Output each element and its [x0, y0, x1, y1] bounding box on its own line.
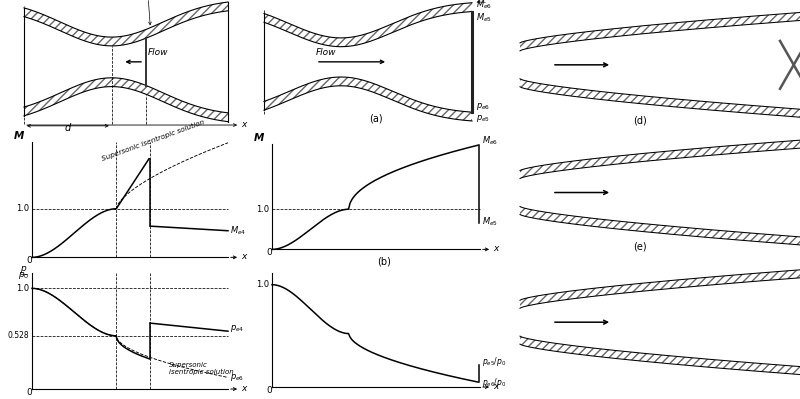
Text: $p_0$: $p_0$	[18, 270, 30, 281]
Text: 1.0: 1.0	[16, 284, 29, 293]
Text: 1.0: 1.0	[256, 205, 269, 214]
Text: 1.0: 1.0	[16, 204, 29, 213]
Text: $M_{e5}$: $M_{e5}$	[476, 11, 492, 24]
Text: $p_{e6}$: $p_{e6}$	[230, 371, 245, 383]
Text: $p_{e6}$: $p_{e6}$	[476, 101, 490, 112]
Text: $M_{e6}$: $M_{e6}$	[476, 0, 492, 11]
Text: M: M	[254, 133, 264, 143]
Text: $M_{e5}$: $M_{e5}$	[482, 216, 498, 229]
Text: 0: 0	[266, 385, 272, 395]
Text: $M_{e4}$: $M_{e4}$	[230, 225, 246, 237]
Text: Flow: Flow	[316, 47, 337, 57]
Text: 0.528: 0.528	[7, 331, 29, 340]
Text: Supersonic isentropic solution: Supersonic isentropic solution	[102, 119, 206, 162]
Text: $p_{e4}$: $p_{e4}$	[230, 323, 245, 334]
Text: (d): (d)	[633, 116, 647, 126]
Text: x: x	[242, 120, 247, 129]
Text: Supersonic
isentropic solution: Supersonic isentropic solution	[169, 362, 234, 375]
Text: Normal shock: Normal shock	[461, 0, 515, 2]
Text: x: x	[494, 382, 499, 391]
Text: $p$: $p$	[20, 264, 28, 275]
Text: $p_{e5}/p_0$: $p_{e5}/p_0$	[482, 355, 506, 368]
Text: 0: 0	[266, 248, 272, 257]
Text: 0: 0	[26, 256, 32, 265]
Text: (b): (b)	[377, 257, 391, 267]
Text: $p_{e5}$: $p_{e5}$	[476, 113, 490, 124]
Text: $M_{e6}$: $M_{e6}$	[482, 134, 498, 147]
Text: Flow: Flow	[148, 47, 169, 57]
Text: x: x	[242, 384, 247, 393]
Text: 0: 0	[26, 387, 32, 397]
Text: d: d	[65, 123, 71, 133]
Text: $p_{e6}/p_0$: $p_{e6}/p_0$	[482, 375, 506, 389]
Text: 1.0: 1.0	[256, 280, 269, 289]
Text: x: x	[494, 244, 499, 253]
Text: M: M	[14, 131, 24, 141]
Text: (a): (a)	[369, 114, 383, 124]
Text: (e): (e)	[633, 241, 647, 251]
Text: x: x	[242, 252, 247, 261]
